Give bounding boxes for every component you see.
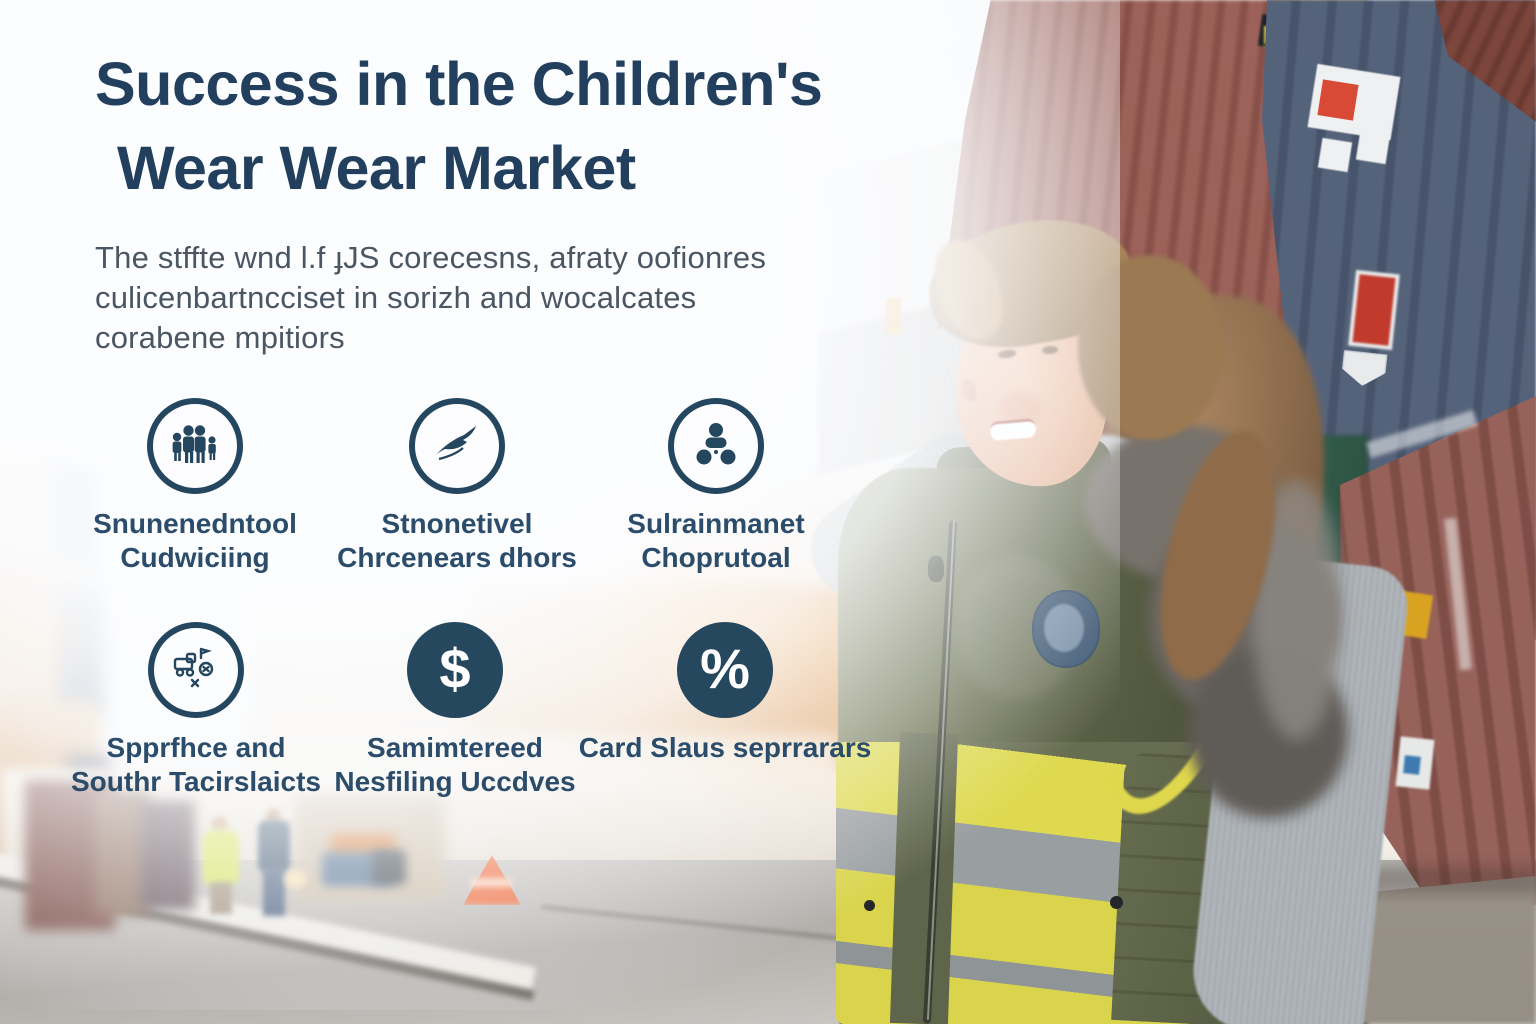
person-network-icon bbox=[696, 423, 736, 465]
feature-circle bbox=[148, 622, 244, 718]
feature-item: Snunenedntool Cudwiciing bbox=[55, 398, 335, 575]
feature-item: Spprfhce and Southr Tacirslaicts bbox=[56, 622, 336, 799]
feature-item: Stnonetivel Chrcenears dhors bbox=[317, 398, 597, 575]
feature-label: Sulrainmanet Choprutoal bbox=[627, 508, 805, 573]
family-group-icon bbox=[172, 425, 216, 463]
feature-circle bbox=[147, 398, 243, 494]
percent-icon: % bbox=[677, 622, 773, 718]
feature-label: Card Slaus seprrarars bbox=[578, 732, 872, 763]
dollar-icon: $ bbox=[407, 622, 503, 718]
title-line-2: Wear Wear Market bbox=[117, 134, 636, 202]
logistics-equipment-icon bbox=[173, 647, 214, 688]
feature-item: % Card Slaus seprrarars bbox=[560, 622, 890, 765]
title-line-1: Success in the Children's bbox=[95, 50, 823, 118]
subtitle: The stffte wnd l.f ɟJS corecesns, afraty… bbox=[95, 240, 767, 355]
feature-item: $ Samimtereed Nesfiling Uccdves bbox=[315, 622, 595, 799]
feature-label: Stnonetivel Chrcenears dhors bbox=[337, 508, 577, 573]
sneaker-swoosh-icon bbox=[436, 426, 476, 461]
page-title: Success in the Children's Wear Wear Mark… bbox=[95, 42, 823, 210]
feature-circle bbox=[668, 398, 764, 494]
feature-item: Sulrainmanet Choprutoal bbox=[576, 398, 856, 575]
feature-label: Spprfhce and Southr Tacirslaicts bbox=[70, 732, 321, 797]
feature-circle bbox=[409, 398, 505, 494]
feature-label: Samimtereed Nesfiling Uccdves bbox=[334, 732, 576, 797]
feature-label: Snunenedntool Cudwiciing bbox=[93, 508, 297, 573]
